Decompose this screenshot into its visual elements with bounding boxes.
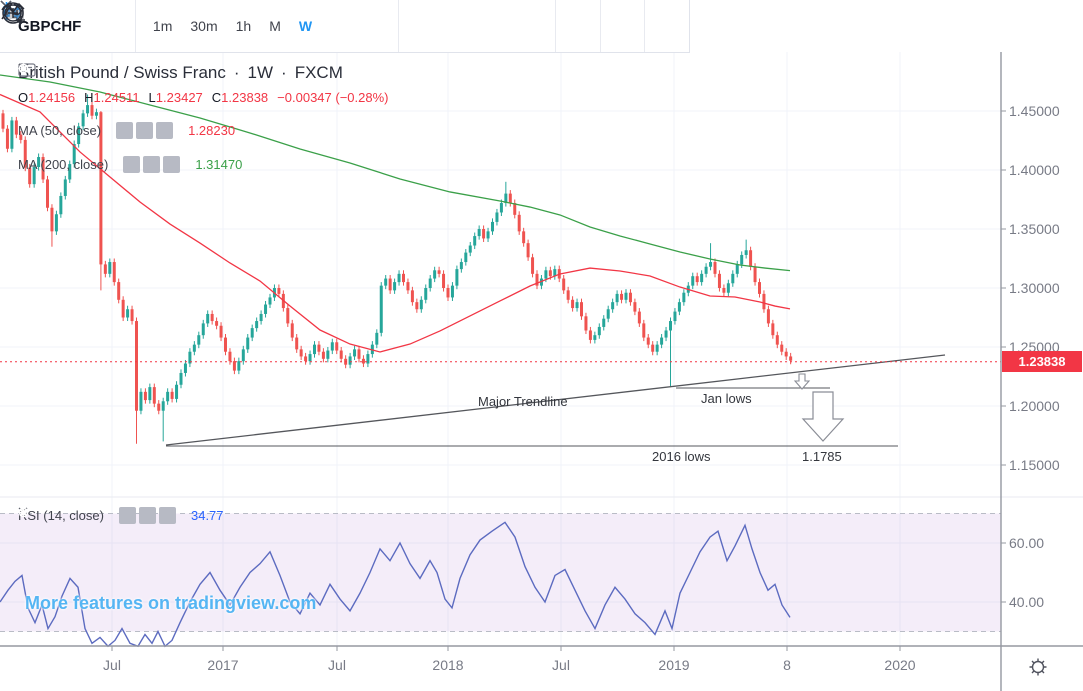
eye-icon[interactable] <box>18 63 134 139</box>
lows-2016-label[interactable]: 2016 lows <box>652 449 711 464</box>
price-tick-label: 1.35000 <box>1009 221 1060 237</box>
legend-title: British Pound / Swiss Franc <box>18 63 226 82</box>
high-label: H <box>84 90 94 105</box>
compare-plus-icon[interactable] <box>2 0 600 52</box>
indicator-row-ma200: MA (200, close) 1.31470 <box>18 63 388 173</box>
time-tick-label: Jul <box>552 657 570 673</box>
ma50-name[interactable]: MA (50, close) <box>18 123 102 138</box>
time-tick-label: Jul <box>103 657 121 673</box>
toolbar-separator <box>644 0 646 52</box>
tradingview-watermark-link[interactable]: More features on tradingview.com <box>25 593 317 613</box>
gear-icon[interactable] <box>18 63 161 173</box>
ma50-controls <box>18 63 174 139</box>
close-value: 1.23838 <box>221 90 269 105</box>
trendline-label[interactable]: Major Trendline <box>478 394 568 409</box>
legend-title-row[interactable]: British Pound / Swiss Franc · 1W · FXCM <box>18 63 388 83</box>
low-label: L <box>148 90 156 105</box>
ma200-controls <box>18 63 181 173</box>
ohlc-row: O1.24156 H1.24511 L1.23427 C1.23838 −0.0… <box>18 90 388 105</box>
style-chevron-down-icon[interactable] <box>0 0 555 52</box>
rsi-tick-label: 60.00 <box>1009 535 1045 551</box>
price-tick-label: 1.40000 <box>1009 162 1060 178</box>
indicator-row-rsi: RSI (14, close) 34.77 <box>18 507 224 524</box>
scale-settings-gear-icon[interactable] <box>1026 655 1050 679</box>
interval-button-30m[interactable]: 30m <box>190 18 218 34</box>
close-icon[interactable] <box>19 64 181 173</box>
toolbar-separator <box>555 0 557 52</box>
chart-legend: British Pound / Swiss Franc · 1W · FXCM … <box>18 63 388 173</box>
rsi-tick-label: 40.00 <box>1009 594 1045 610</box>
ma200-name[interactable]: MA (200, close) <box>18 157 109 172</box>
toolbar-separator <box>134 0 136 52</box>
rsi-legend: RSI (14, close) 34.77 <box>18 507 224 524</box>
eye-icon[interactable] <box>18 63 141 173</box>
price-tick-label: 1.20000 <box>1009 398 1060 414</box>
time-tick-label: Jul <box>328 657 346 673</box>
interval-button-M[interactable]: M <box>269 18 281 34</box>
ma50-value: 1.28230 <box>188 123 236 138</box>
top-toolbar: GBPCHF 1m 30m 1h M W <box>0 0 690 53</box>
target-price-label[interactable]: 1.1785 <box>802 449 842 464</box>
eye-icon[interactable] <box>18 507 136 524</box>
open-value: 1.24156 <box>28 90 76 105</box>
jan-lows-label[interactable]: Jan lows <box>701 391 752 406</box>
legend-interval: 1W <box>247 63 274 82</box>
ma200-value: 1.31470 <box>195 157 243 172</box>
close-label: C <box>211 90 222 105</box>
time-tick-label: 2019 <box>658 657 690 673</box>
legend-dot: · <box>281 63 287 82</box>
last-price-badge: 1.23838 <box>1002 351 1082 373</box>
gear-icon[interactable] <box>18 507 156 524</box>
time-tick-label: 2020 <box>884 657 916 673</box>
bars-icon[interactable] <box>3 0 443 52</box>
close-icon[interactable] <box>19 64 174 139</box>
symbol-label[interactable]: GBPCHF <box>18 17 82 35</box>
toolbar-separator <box>397 0 399 52</box>
candles-icon[interactable] <box>3 0 486 52</box>
price-tick-label: 1.30000 <box>1009 280 1060 296</box>
close-icon[interactable] <box>19 507 176 524</box>
price-tick-label: 1.45000 <box>1009 103 1060 119</box>
rsi-name[interactable]: RSI (14, close) <box>18 508 104 523</box>
interval-chevron-down-icon[interactable] <box>0 0 398 52</box>
area-icon[interactable] <box>1 0 530 52</box>
interval-group: 1m 30m 1h M W <box>136 14 372 38</box>
rsi-value: 34.77 <box>190 508 224 523</box>
legend-dot: · <box>233 63 240 82</box>
alert-clock-icon[interactable] <box>4 0 689 52</box>
rsi-controls <box>18 507 176 524</box>
time-tick-label: 2017 <box>207 657 239 673</box>
legend-exchange: FXCM <box>294 63 343 82</box>
interval-button-1h[interactable]: 1h <box>235 18 252 34</box>
open-label: O <box>18 90 29 105</box>
price-tick-label: 1.25000 <box>1009 339 1060 355</box>
price-tick-label: 1.15000 <box>1009 457 1060 473</box>
high-value: 1.24511 <box>93 90 140 105</box>
low-value: 1.23427 <box>155 90 203 105</box>
time-tick-label: 2018 <box>432 657 464 673</box>
gear-icon[interactable] <box>18 63 154 139</box>
toolbar-separator <box>599 0 601 52</box>
interval-button-1m[interactable]: 1m <box>152 18 173 34</box>
interval-button-W[interactable]: W <box>298 18 313 34</box>
change-value: −0.00347 (−0.28%) <box>277 90 389 105</box>
indicators-icon[interactable] <box>1 0 645 52</box>
indicator-row-ma50: MA (50, close) 1.28230 <box>18 63 388 139</box>
time-tick-label: 8 <box>783 657 791 673</box>
